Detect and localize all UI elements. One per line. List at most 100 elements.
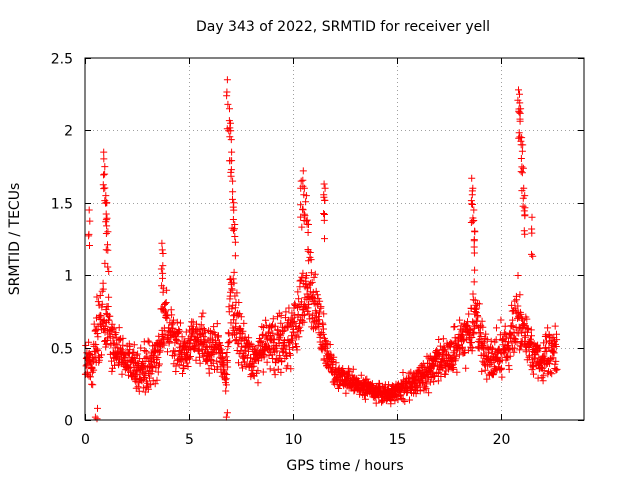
data-point <box>269 329 277 337</box>
data-point <box>321 184 329 192</box>
y-tick-label: 2.5 <box>51 52 73 68</box>
data-point <box>113 340 121 348</box>
data-point <box>508 322 516 330</box>
data-point <box>297 327 305 335</box>
data-point <box>298 223 306 231</box>
data-point <box>97 312 105 320</box>
data-point <box>544 324 552 332</box>
data-point <box>518 163 526 171</box>
data-point <box>230 279 238 287</box>
data-point <box>229 177 237 185</box>
data-point <box>519 164 527 172</box>
data-point <box>435 369 443 377</box>
data-point <box>299 167 307 175</box>
data-point <box>399 369 407 376</box>
data-point <box>119 334 127 342</box>
data-point <box>528 332 535 340</box>
data-point <box>90 320 98 328</box>
data-point <box>553 365 561 373</box>
data-point <box>515 86 522 94</box>
data-point <box>145 338 153 346</box>
data-point <box>132 378 140 386</box>
data-point <box>233 289 241 297</box>
data-point <box>303 272 311 279</box>
data-point <box>399 396 407 404</box>
data-point <box>308 278 316 286</box>
data-point <box>271 371 279 379</box>
data-point <box>439 335 447 343</box>
data-point <box>219 350 227 357</box>
data-point <box>275 331 283 339</box>
data-point <box>482 330 490 338</box>
data-point <box>192 356 200 364</box>
data-point <box>528 250 535 258</box>
data-point <box>101 170 109 178</box>
data-point <box>305 257 313 265</box>
data-point <box>546 360 554 368</box>
data-point <box>144 382 152 390</box>
data-point <box>429 361 437 369</box>
data-point <box>133 368 140 376</box>
data-point <box>312 287 320 295</box>
data-point <box>282 308 290 316</box>
data-point <box>158 239 166 247</box>
data-point <box>236 310 244 318</box>
data-point <box>471 228 479 236</box>
data-point <box>196 353 203 361</box>
data-point <box>336 381 344 389</box>
data-point <box>421 383 429 391</box>
data-point <box>103 199 111 207</box>
data-point <box>175 361 183 369</box>
data-point <box>516 90 523 98</box>
data-point <box>304 229 312 236</box>
data-point <box>101 259 109 267</box>
data-point <box>170 316 177 324</box>
data-point <box>266 365 274 373</box>
data-point <box>521 192 529 200</box>
data-point <box>91 413 99 421</box>
data-point <box>156 360 163 368</box>
data-point <box>468 191 476 199</box>
data-point <box>530 370 537 378</box>
data-point <box>471 266 479 274</box>
data-point <box>227 119 234 127</box>
data-point <box>302 192 310 200</box>
data-point <box>102 230 110 237</box>
data-point <box>483 375 491 383</box>
data-point <box>422 385 430 393</box>
x-axis-label: GPS time / hours <box>286 458 403 474</box>
data-point <box>270 366 278 374</box>
data-point <box>316 308 323 316</box>
data-point <box>320 193 328 201</box>
data-point <box>464 322 472 330</box>
data-point <box>213 357 221 365</box>
x-tick-label: 20 <box>493 432 511 448</box>
x-tick-label: 15 <box>389 432 407 448</box>
data-point <box>516 291 524 299</box>
data-point <box>520 320 528 328</box>
data-point <box>223 357 231 364</box>
data-point <box>231 221 239 228</box>
data-point <box>294 311 302 318</box>
data-point <box>313 291 321 299</box>
data-point <box>463 321 470 329</box>
data-point <box>320 325 327 333</box>
data-point <box>223 76 231 84</box>
data-point <box>550 349 558 357</box>
data-point <box>289 344 297 351</box>
data-point <box>163 314 171 322</box>
data-point <box>102 218 110 226</box>
data-point <box>407 368 415 376</box>
data-point <box>162 299 170 306</box>
data-point <box>231 252 239 260</box>
data-point <box>94 346 102 354</box>
data-point <box>196 359 204 367</box>
data-point <box>154 368 162 376</box>
data-point <box>326 341 334 348</box>
data-point <box>147 381 155 389</box>
data-point <box>320 216 328 224</box>
data-point <box>540 367 548 375</box>
data-point <box>225 339 233 346</box>
data-point <box>161 299 169 307</box>
data-point <box>477 333 485 340</box>
